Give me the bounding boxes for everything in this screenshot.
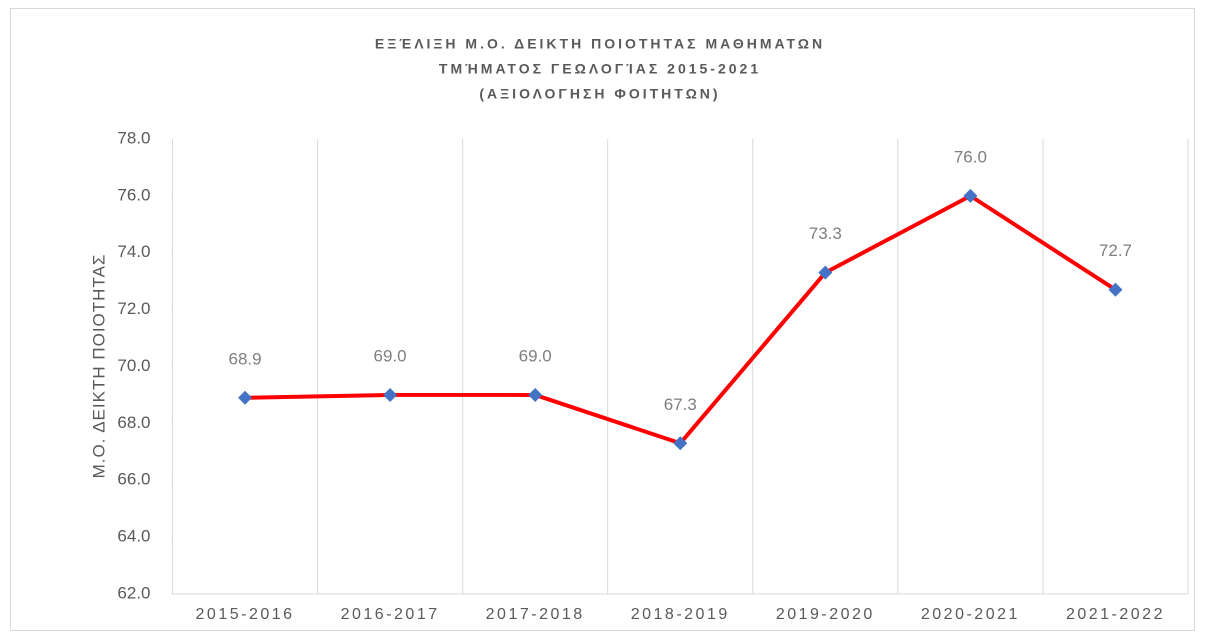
data-point bbox=[963, 188, 978, 203]
data-point bbox=[1108, 282, 1123, 297]
data-label: 69.0 bbox=[374, 346, 407, 365]
data-point bbox=[673, 436, 688, 451]
x-tick-label: 2017-2018 bbox=[486, 606, 585, 623]
data-label: 73.3 bbox=[809, 224, 842, 243]
y-tick-label: 74.0 bbox=[117, 242, 150, 261]
data-point bbox=[238, 390, 253, 405]
y-tick-label: 70.0 bbox=[117, 356, 150, 375]
chart-border bbox=[10, 8, 1195, 631]
y-tick-label: 76.0 bbox=[117, 185, 150, 204]
data-label: 72.7 bbox=[1099, 241, 1132, 260]
y-axis-label: Μ.Ο. ΔΕΙΚΤΗ ΠΟΙΟΤΗΤΑΣ bbox=[89, 254, 108, 479]
x-tick-label: 2016-2017 bbox=[341, 606, 440, 623]
x-tick-label: 2019-2020 bbox=[776, 606, 875, 623]
x-tick-label: 2015-2016 bbox=[196, 606, 295, 623]
x-tick-label: 2020-2021 bbox=[921, 606, 1020, 623]
data-label: 67.3 bbox=[664, 395, 697, 414]
data-point bbox=[383, 387, 398, 402]
x-tick-label: 2018-2019 bbox=[631, 606, 730, 623]
chart-title: ΕΞΈΛΙΞΗ Μ.Ο. ΔΕΙΚΤΗ ΠΟΙΟΤΗΤΑΣ ΜΑΘΗΜΑΤΩΝ bbox=[375, 36, 825, 52]
x-tick-label: 2021-2022 bbox=[1066, 606, 1165, 623]
data-point bbox=[818, 265, 833, 280]
chart-title: ΤΜΉΜΑΤΟΣ ΓΕΩΛΟΓΊΑΣ 2015-2021 bbox=[439, 61, 761, 77]
y-tick-label: 68.0 bbox=[117, 413, 150, 432]
data-label: 69.0 bbox=[519, 346, 552, 365]
data-label: 76.0 bbox=[954, 147, 987, 166]
y-tick-label: 62.0 bbox=[117, 583, 150, 602]
y-tick-label: 66.0 bbox=[117, 470, 150, 489]
data-point bbox=[528, 387, 543, 402]
data-label: 68.9 bbox=[228, 349, 261, 368]
y-tick-label: 64.0 bbox=[117, 527, 150, 546]
chart-title: (ΑΞΙΟΛΟΓΗΣΗ ΦΟΙΤΗΤΩΝ) bbox=[479, 86, 720, 102]
y-tick-label: 72.0 bbox=[117, 299, 150, 318]
y-tick-label: 78.0 bbox=[117, 128, 150, 147]
